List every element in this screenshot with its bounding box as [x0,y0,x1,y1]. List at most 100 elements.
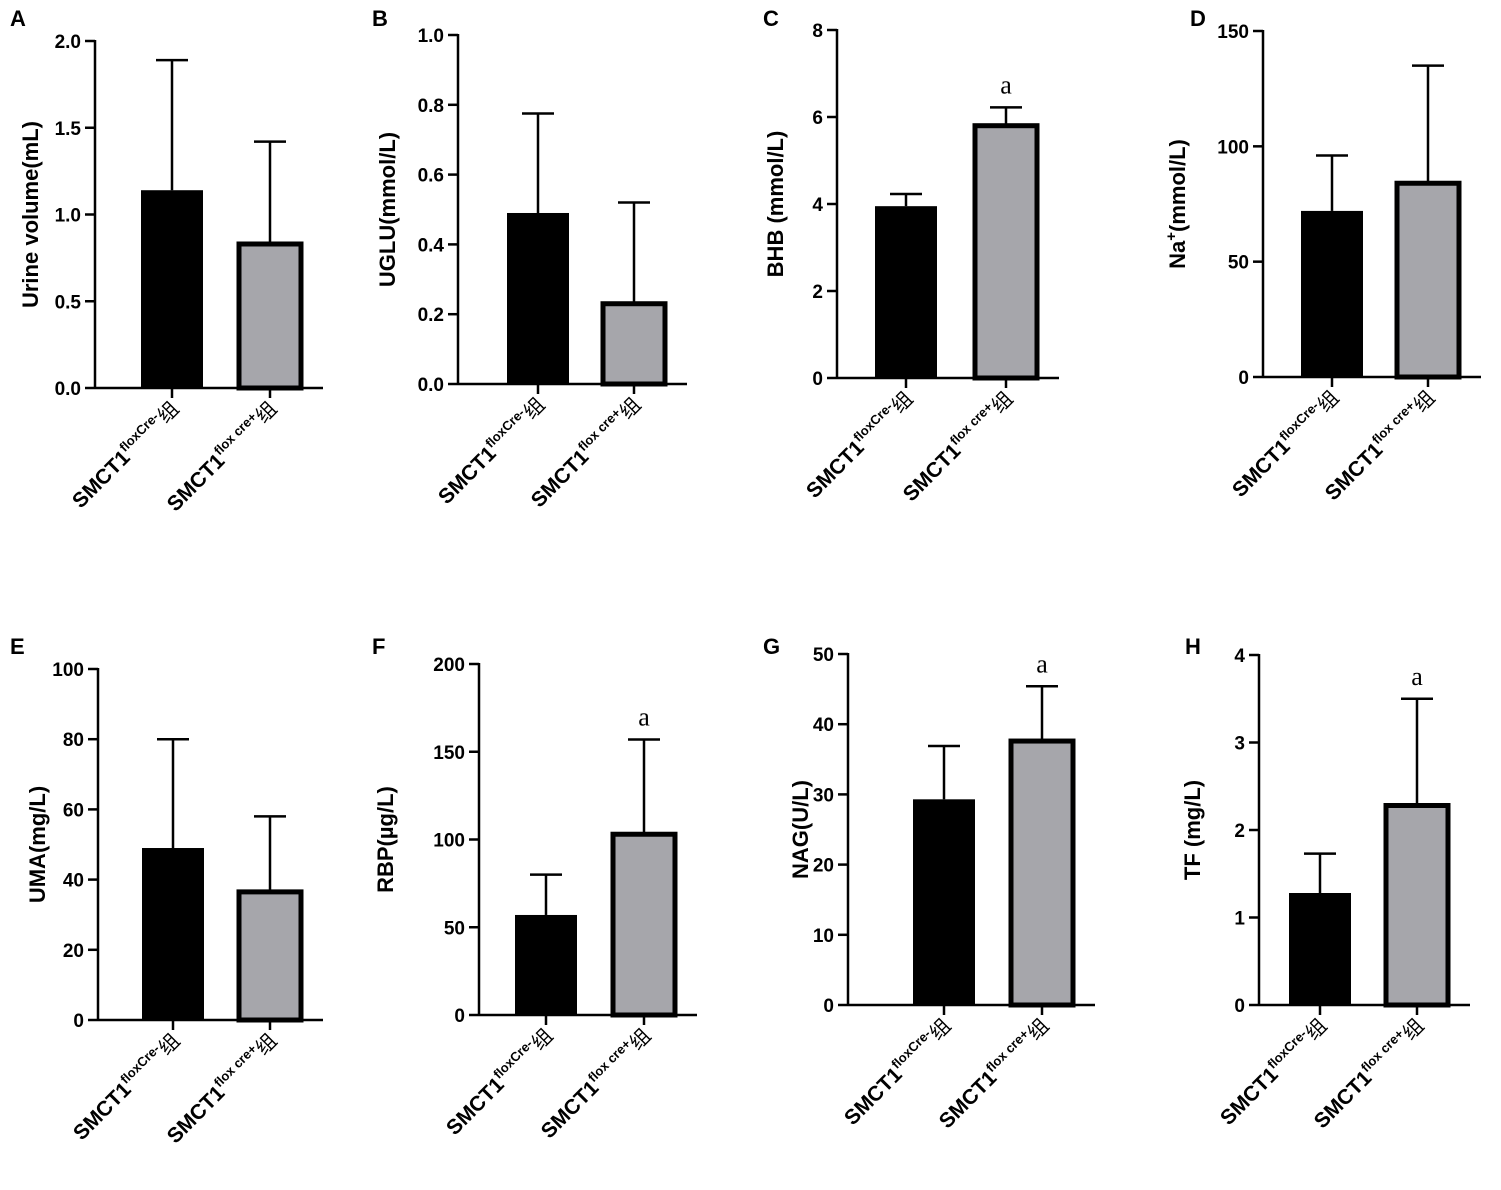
panel-letter: F [372,634,385,659]
category-sup: floxCre- [116,409,161,454]
y-tick-label: 8 [812,21,823,42]
bar-flox-cre-minus [141,190,203,388]
bar-flox-cre-minus [875,206,937,378]
category-sup: floxCre- [850,399,895,444]
y-tick-label: 60 [63,800,84,821]
category-sup: flox cre+ [575,405,624,454]
y-tick-label: 0.5 [55,292,82,313]
bar-flox-cre-plus [236,241,304,391]
y-tick-label: 0.6 [418,166,444,187]
y-tick-label: 4 [812,195,823,216]
y-tick-label: 80 [63,730,84,751]
panel-letter: B [372,6,388,31]
bar-flox-cre-minus [913,799,975,1005]
panel-b: B0.00.20.40.60.81.0UGLU(mmol/L)SMCT1flox… [372,6,687,512]
y-tick-label: 0 [73,1011,84,1032]
y-tick-label: 6 [812,108,823,129]
significance-marker: a [1036,649,1048,678]
y-tick-label: 3 [1234,734,1245,755]
category-base: SMCT1 [1321,438,1388,505]
category-base: SMCT1 [537,1076,604,1143]
y-axis-label: Urine volume(mL) [18,121,43,308]
bar-flox-cre-minus [1301,210,1363,377]
y-tick-label: 0.8 [418,96,444,117]
bar-flox-cre-minus [142,848,204,1020]
y-tick-label: 0.0 [418,375,444,396]
category-sup: flox cre+ [211,409,260,458]
category-sup: flox cre+ [585,1036,634,1085]
y-tick-label: 2.0 [55,32,81,53]
panel-letter: E [10,634,25,659]
y-tick-label: 100 [433,831,465,852]
panel-letter: A [10,6,26,31]
y-axis-label-sup: + [1163,232,1180,241]
y-tick-label: 100 [52,660,84,681]
category-sup: flox cre+ [947,399,996,448]
bar-flox-cre-minus [515,914,577,1015]
y-axis-label: NAG(U/L) [788,780,813,879]
bar-flox-cre-minus [507,212,569,384]
category-sup: floxCre- [888,1026,933,1071]
y-tick-label: 0.4 [418,235,445,256]
y-tick-label: 200 [433,655,465,676]
bar-flox-cre-plus [1394,180,1462,380]
category-sup: flox cre+ [1369,398,1418,447]
category-base: SMCT1 [840,1063,907,1130]
x-category-label: SMCT1floxCre-组 [66,395,184,513]
x-category-label: SMCT1floxCre-组 [800,385,918,503]
y-tick-label: 1 [1234,909,1245,930]
y-tick-label: 0.0 [55,379,81,400]
y-axis-label-rest: (mmol/L) [1165,139,1190,232]
significance-marker: a [1000,70,1012,99]
y-tick-label: 2 [812,282,823,303]
category-base: SMCT1 [1216,1063,1283,1130]
x-category-label: SMCT1floxCre-组 [440,1022,558,1140]
y-tick-label: 50 [444,918,465,939]
y-tick-label: 2 [1234,821,1245,842]
y-axis-label: RBP(µg/L) [373,786,398,893]
significance-marker: a [638,702,650,731]
category-sup: floxCre- [490,1036,535,1081]
panel-g: G 0 10 20 30 40 50 NAG(U/L) SMCT1floxCre-组 a SMCT1… [763,634,1095,1133]
category-sup: floxCre- [1264,1026,1309,1071]
y-tick-label: 150 [433,743,465,764]
panel-c: C 0 2 4 6 8 BHB (mmol/L) SMCT1floxCre-组 a SMCT1fl… [763,6,1059,506]
category-base: SMCT1 [899,439,966,506]
category-base: SMCT1 [527,445,594,512]
y-tick-label: 0 [823,996,834,1017]
panel-letter: D [1190,6,1206,31]
category-base: SMCT1 [163,449,230,516]
panel-d: D050100150Na+(mmol/L)SMCT1floxCre-组SMCT1… [1163,6,1481,505]
y-tick-label: 50 [813,645,834,666]
category-sup: flox cre+ [1358,1026,1407,1075]
panel-letter: C [763,6,779,31]
category-base: SMCT1 [935,1066,1002,1133]
category-sup: flox cre+ [211,1041,260,1090]
y-tick-label: 150 [1217,22,1249,43]
y-tick-label: 0 [812,369,823,390]
y-tick-label: 30 [813,785,834,806]
y-axis-label-base: Na [1165,240,1190,269]
y-axis-label: UGLU(mmol/L) [375,132,400,287]
panel-e: E020406080100UMA(mg/L)SMCT1floxCre-组SMCT… [10,634,323,1148]
y-tick-label: 0 [1238,368,1249,389]
y-tick-label: 0 [454,1006,465,1027]
bar-flox-cre-plus [610,831,678,1018]
category-base: SMCT1 [68,446,135,513]
bar-flox-cre-plus [972,123,1040,381]
y-tick-label: 10 [813,926,834,947]
bar-flox-cre-plus [1383,803,1451,1008]
y-axis-label: UMA(mg/L) [25,786,50,903]
y-tick-label: 40 [813,715,834,736]
category-sup: flox cre+ [983,1026,1032,1075]
y-axis-label: BHB (mmol/L) [763,131,788,278]
category-base: SMCT1 [1310,1066,1377,1133]
category-base: SMCT1 [1228,435,1295,502]
category-base: SMCT1 [69,1078,136,1145]
significance-marker: a [1411,662,1423,691]
category-base: SMCT1 [434,442,501,509]
y-tick-label: 50 [1228,253,1249,274]
